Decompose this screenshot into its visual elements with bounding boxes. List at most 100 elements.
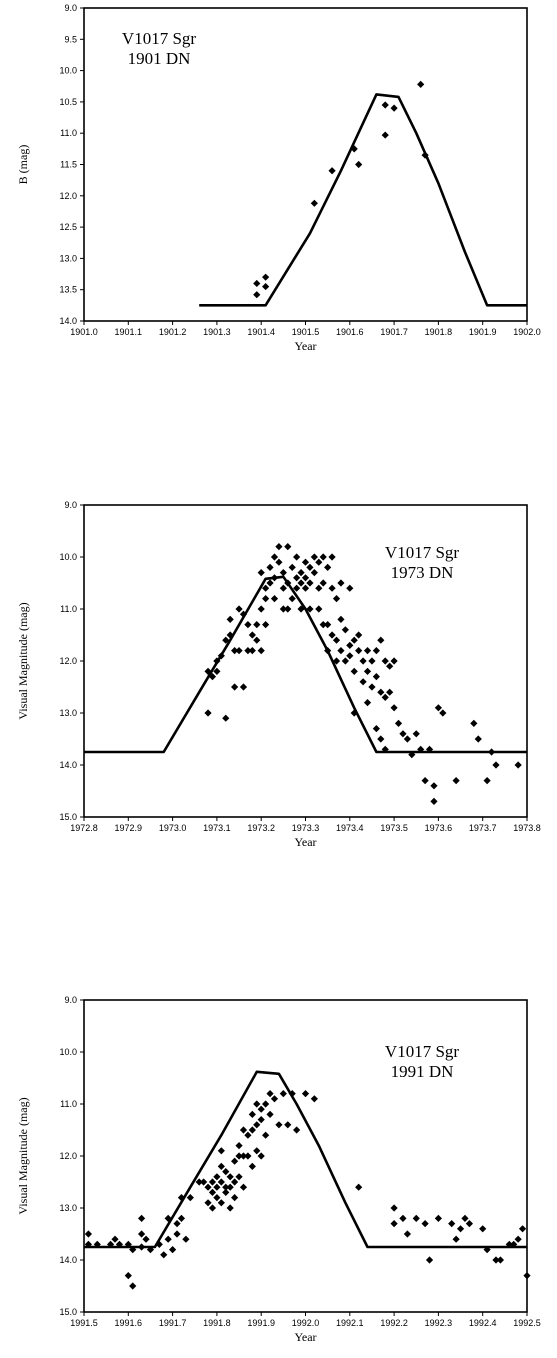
data-point bbox=[297, 605, 305, 613]
y-axis-title: Visual Magnitude (mag) bbox=[16, 1097, 30, 1214]
data-point bbox=[208, 1178, 217, 1186]
y-tick-label: 12.0 bbox=[59, 656, 77, 666]
data-point bbox=[248, 1126, 256, 1134]
data-point bbox=[213, 667, 221, 675]
data-point bbox=[430, 782, 438, 790]
data-point bbox=[328, 553, 336, 561]
data-point bbox=[222, 1183, 230, 1191]
data-point bbox=[381, 101, 389, 109]
data-point bbox=[301, 584, 310, 592]
data-point bbox=[363, 667, 372, 675]
data-point bbox=[270, 595, 279, 603]
data-point bbox=[253, 621, 261, 629]
data-point bbox=[306, 563, 314, 571]
data-point bbox=[434, 1214, 442, 1222]
data-point bbox=[213, 1194, 221, 1202]
data-point bbox=[297, 579, 305, 587]
data-point bbox=[452, 1235, 460, 1243]
x-tick-label: 1901.4 bbox=[247, 327, 275, 337]
data-point bbox=[394, 719, 403, 727]
data-point bbox=[270, 574, 279, 582]
data-point bbox=[279, 605, 287, 613]
data-point bbox=[355, 1183, 363, 1191]
x-tick-label: 1973.3 bbox=[292, 823, 320, 833]
data-point bbox=[177, 1194, 186, 1202]
data-point bbox=[204, 1183, 212, 1191]
data-point bbox=[231, 1178, 239, 1186]
data-point bbox=[470, 719, 478, 727]
data-point bbox=[293, 584, 301, 592]
data-point bbox=[310, 199, 318, 207]
x-tick-label: 1901.9 bbox=[469, 327, 497, 337]
data-point bbox=[253, 1100, 261, 1108]
x-tick-label: 1901.3 bbox=[203, 327, 231, 337]
data-point bbox=[253, 1121, 261, 1129]
data-point bbox=[244, 647, 252, 655]
x-tick-label: 1992.0 bbox=[292, 1318, 320, 1328]
data-point bbox=[253, 1147, 261, 1155]
data-point bbox=[288, 1090, 296, 1098]
data-point bbox=[173, 1230, 181, 1238]
x-tick-label: 1901.2 bbox=[159, 327, 187, 337]
data-point bbox=[262, 621, 270, 629]
x-axis-title: Year bbox=[294, 339, 316, 353]
data-point bbox=[350, 145, 358, 153]
data-point bbox=[377, 636, 385, 644]
x-tick-label: 1992.3 bbox=[425, 1318, 453, 1328]
data-point bbox=[377, 688, 385, 696]
x-tick-label: 1992.5 bbox=[513, 1318, 541, 1328]
data-point bbox=[173, 1220, 181, 1228]
data-point bbox=[421, 777, 429, 785]
data-point bbox=[310, 569, 318, 577]
data-point bbox=[270, 553, 279, 561]
data-point bbox=[226, 1183, 234, 1191]
data-point bbox=[195, 1178, 203, 1186]
data-point bbox=[275, 543, 283, 551]
data-point bbox=[461, 1214, 469, 1222]
data-point bbox=[217, 1178, 225, 1186]
data-point bbox=[226, 1204, 234, 1212]
x-tick-label: 1992.2 bbox=[380, 1318, 408, 1328]
x-axis-title: Year bbox=[294, 835, 316, 849]
model-curve bbox=[84, 575, 527, 754]
data-point bbox=[257, 1105, 265, 1113]
data-point bbox=[222, 1188, 230, 1196]
data-point bbox=[425, 1256, 434, 1264]
data-point bbox=[341, 626, 349, 634]
data-point bbox=[403, 735, 411, 743]
x-tick-label: 1902.0 bbox=[513, 327, 541, 337]
data-point bbox=[315, 605, 323, 613]
data-point bbox=[324, 621, 332, 629]
data-point bbox=[350, 636, 358, 644]
y-tick-label: 14.0 bbox=[59, 1255, 77, 1265]
data-point bbox=[399, 730, 407, 738]
data-point bbox=[137, 1243, 146, 1251]
chart-annotation: V1017 Sgr bbox=[385, 543, 459, 562]
y-tick-label: 10.5 bbox=[59, 97, 77, 107]
data-point bbox=[412, 730, 420, 738]
data-point bbox=[164, 1235, 172, 1243]
x-tick-label: 1992.1 bbox=[336, 1318, 364, 1328]
x-tick-label: 1901.6 bbox=[336, 327, 364, 337]
data-point bbox=[284, 543, 292, 551]
chart-annotation: 1901 DN bbox=[128, 49, 191, 68]
x-tick-label: 1991.9 bbox=[247, 1318, 275, 1328]
data-point bbox=[129, 1282, 137, 1290]
data-point bbox=[208, 673, 217, 681]
data-point bbox=[328, 631, 336, 639]
data-point bbox=[324, 647, 332, 655]
data-point bbox=[483, 777, 491, 785]
data-point bbox=[244, 1131, 252, 1139]
data-point bbox=[239, 683, 248, 691]
data-point bbox=[288, 595, 296, 603]
data-point bbox=[448, 1220, 456, 1228]
data-point bbox=[142, 1235, 150, 1243]
data-point bbox=[222, 714, 230, 722]
data-point bbox=[160, 1251, 168, 1259]
data-point bbox=[262, 273, 270, 281]
x-tick-label: 1901.0 bbox=[70, 327, 98, 337]
data-point bbox=[487, 748, 496, 756]
y-tick-label: 12.0 bbox=[59, 1151, 77, 1161]
data-point bbox=[262, 282, 270, 291]
y-tick-label: 10.0 bbox=[59, 66, 77, 76]
